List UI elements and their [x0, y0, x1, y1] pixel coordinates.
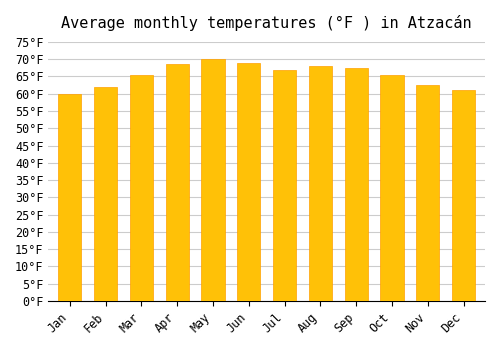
Bar: [344, 68, 368, 301]
Bar: [202, 59, 224, 301]
Bar: [273, 70, 296, 301]
Bar: [94, 87, 118, 301]
Bar: [166, 64, 189, 301]
Bar: [380, 75, 404, 301]
Bar: [237, 63, 260, 301]
Bar: [58, 94, 82, 301]
Title: Average monthly temperatures (°F ) in Atzacán: Average monthly temperatures (°F ) in At…: [62, 15, 472, 31]
Bar: [130, 75, 153, 301]
Bar: [416, 85, 440, 301]
Bar: [452, 90, 475, 301]
Bar: [308, 66, 332, 301]
